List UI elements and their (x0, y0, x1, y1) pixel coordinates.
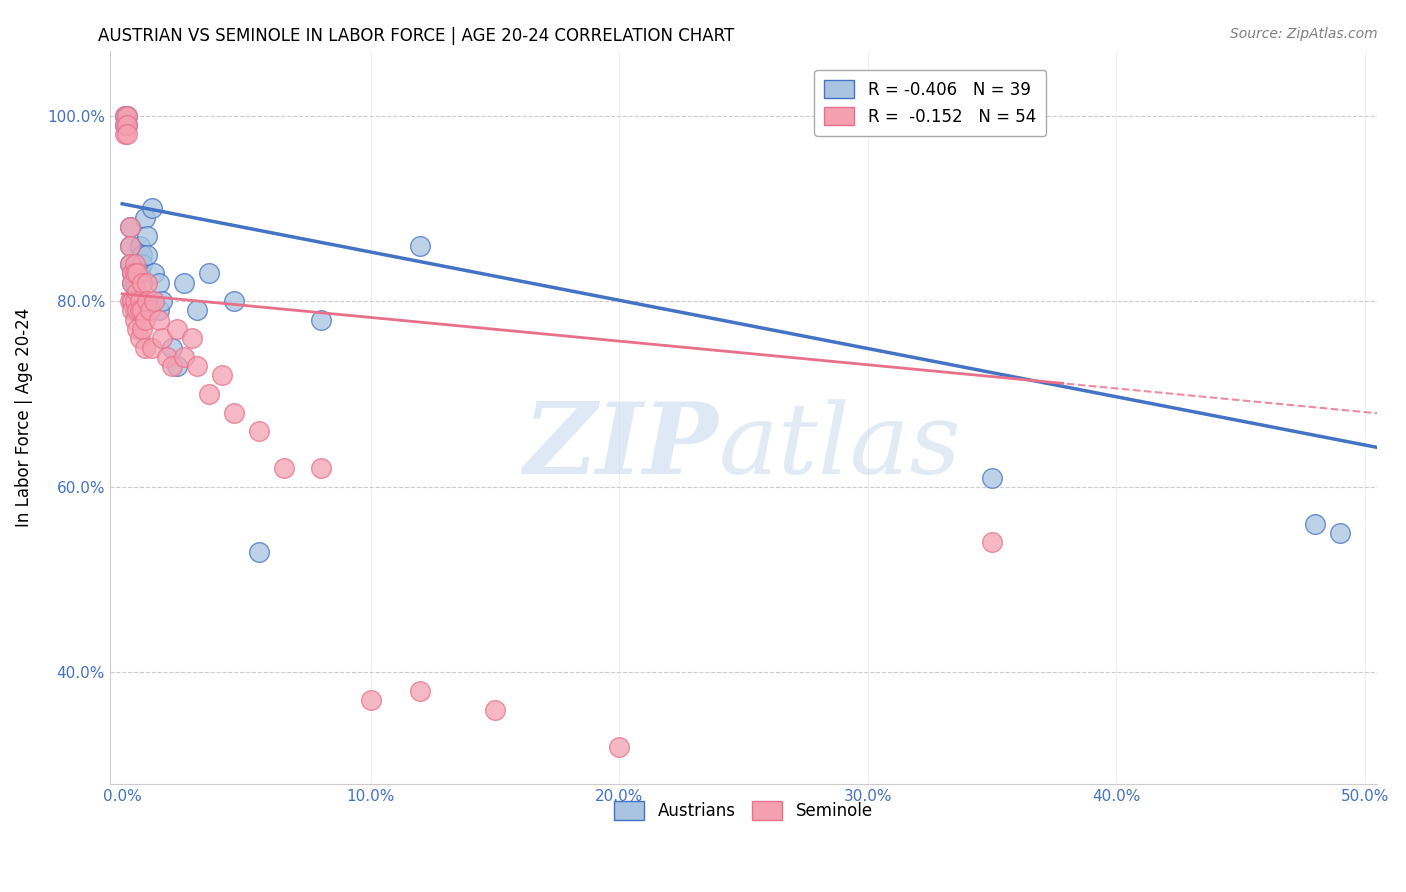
Point (134, 312, 156, 326)
Point (118, 238, 141, 252)
Point (121, 294, 143, 309)
Y-axis label: In Labor Force | Age 20-24: In Labor Force | Age 20-24 (15, 308, 32, 527)
Point (124, 294, 146, 309)
Point (131, 276, 153, 290)
Point (121, 276, 143, 290)
Point (121, 294, 143, 309)
Point (309, 461, 332, 475)
Text: AUSTRIAN VS SEMINOLE IN LABOR FORCE | AGE 20-24 CORRELATION CHART: AUSTRIAN VS SEMINOLE IN LABOR FORCE | AG… (98, 27, 735, 45)
Point (115, 109, 138, 123)
Point (273, 461, 295, 475)
Point (360, 693, 382, 707)
Point (128, 303, 150, 318)
Point (173, 276, 195, 290)
Point (124, 266, 146, 280)
Point (118, 219, 141, 234)
Point (115, 118, 138, 132)
Point (148, 276, 170, 290)
Point (128, 238, 150, 252)
Point (121, 266, 143, 280)
Point (124, 276, 146, 290)
Point (115, 109, 138, 123)
Point (121, 276, 143, 290)
Point (118, 257, 141, 271)
Point (981, 535, 1004, 549)
Point (128, 294, 150, 309)
Point (134, 211, 156, 225)
Point (127, 257, 149, 271)
Point (124, 294, 146, 309)
Point (136, 229, 159, 244)
Point (222, 406, 245, 420)
Point (118, 219, 141, 234)
Point (127, 285, 149, 299)
Point (124, 257, 146, 271)
Point (136, 248, 159, 262)
Point (136, 294, 159, 309)
Point (143, 266, 166, 280)
Point (141, 202, 163, 216)
Point (1305, 516, 1327, 531)
Point (138, 303, 160, 318)
Point (121, 266, 143, 280)
Point (115, 118, 138, 132)
Point (127, 322, 149, 336)
Point (127, 266, 149, 280)
Point (131, 322, 153, 336)
Point (222, 294, 245, 309)
Point (148, 303, 170, 318)
Point (124, 303, 146, 318)
Point (1329, 526, 1351, 541)
Point (198, 387, 221, 401)
Legend: Austrians, Seminole: Austrians, Seminole (607, 795, 880, 827)
Point (141, 341, 163, 355)
Point (409, 238, 432, 252)
Point (309, 312, 332, 326)
Point (143, 294, 166, 309)
Point (127, 294, 149, 309)
Point (118, 257, 141, 271)
Point (127, 303, 149, 318)
Text: ZIP: ZIP (523, 399, 718, 495)
Point (156, 350, 179, 364)
Point (160, 341, 183, 355)
Text: atlas: atlas (718, 399, 962, 494)
Point (484, 702, 506, 716)
Point (166, 359, 188, 374)
Point (114, 118, 136, 132)
Point (607, 739, 630, 754)
Point (114, 109, 136, 123)
Point (124, 312, 146, 326)
Text: Source: ZipAtlas.com: Source: ZipAtlas.com (1230, 27, 1378, 41)
Point (118, 238, 141, 252)
Point (134, 341, 156, 355)
Point (115, 127, 138, 141)
Point (118, 294, 141, 309)
Point (160, 359, 183, 374)
Point (114, 118, 136, 132)
Point (121, 303, 143, 318)
Point (114, 127, 136, 141)
Point (211, 368, 233, 383)
Point (131, 303, 153, 318)
Point (409, 684, 432, 698)
Point (180, 331, 202, 345)
Point (128, 331, 150, 345)
Point (131, 257, 153, 271)
Point (981, 470, 1004, 484)
Point (128, 266, 150, 280)
Point (247, 424, 270, 438)
Point (166, 322, 188, 336)
Point (114, 109, 136, 123)
Point (186, 359, 208, 374)
Point (173, 350, 195, 364)
Point (247, 545, 270, 559)
Point (131, 248, 153, 262)
Point (150, 331, 173, 345)
Point (198, 266, 221, 280)
Point (148, 312, 170, 326)
Point (150, 294, 173, 309)
Point (136, 276, 159, 290)
Point (186, 303, 208, 318)
